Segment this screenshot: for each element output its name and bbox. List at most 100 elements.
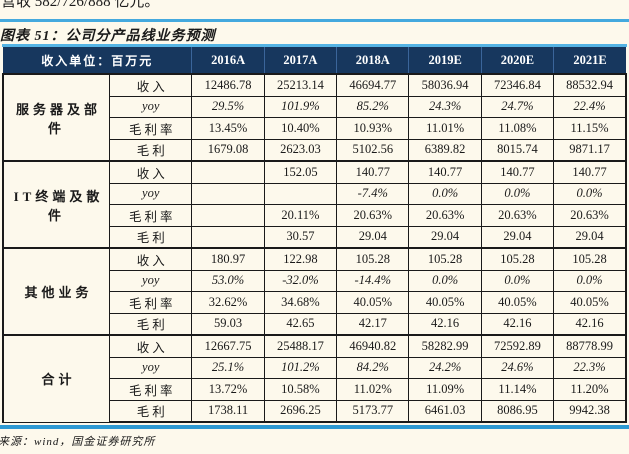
source-note: 来源：wind，国金证券研究所 <box>0 436 156 448</box>
value-cell: 8086.95 <box>480 399 555 423</box>
table-body: 服务器及部件 收入 12486.78 25213.14 46694.77 58036.94… <box>2 73 628 423</box>
table-row: 毛利 59.03 42.65 42.17 42.16 42.16 42.16 <box>3 312 628 336</box>
value-cell: 6461.03 <box>408 399 482 423</box>
group-label: 其他业务 <box>2 247 110 336</box>
value-cell: 0.0% <box>480 269 555 292</box>
value-cell: 29.04 <box>408 225 482 249</box>
section-divider-line <box>0 19 629 22</box>
value-cell: 46694.77 <box>336 73 410 97</box>
value-cell: 180.97 <box>191 247 265 271</box>
table-row: 毛利 1679.08 2623.03 5102.56 6389.82 8015.74 987… <box>3 138 628 162</box>
table-header-row: 收入单位：百万元 2016A 2017A 2018A 2019E 2020E 2021E <box>3 47 626 75</box>
value-cell: 46940.82 <box>336 334 410 358</box>
table-row: IT终端及散件 收入 152.05 140.77 140.77 140.77 140.77 <box>2 160 628 249</box>
year-header: 2021E <box>553 47 626 75</box>
table-row: 毛利率 32.62% 34.68% 40.05% 40.05% 40.05% 40.05% <box>3 291 628 314</box>
value-cell: 2696.25 <box>263 399 338 423</box>
value-cell: 20.11% <box>263 204 338 227</box>
value-cell: 1679.08 <box>191 138 265 162</box>
value-cell: 11.20% <box>553 378 628 401</box>
value-cell: 11.15% <box>553 117 628 140</box>
value-cell: 140.77 <box>553 160 628 184</box>
metric-label: yoy <box>108 269 193 292</box>
value-cell: -7.4% <box>336 182 410 205</box>
value-cell: 5102.56 <box>336 138 410 162</box>
value-cell: 25488.17 <box>263 334 338 358</box>
value-cell: 42.16 <box>480 312 555 336</box>
metric-label: 收入 <box>108 334 193 358</box>
value-cell: 22.3% <box>553 356 628 379</box>
metric-label: 收入 <box>108 160 193 184</box>
value-cell <box>191 160 265 184</box>
value-cell: 42.65 <box>263 312 338 336</box>
value-cell: 13.45% <box>191 117 265 140</box>
value-cell: 0.0% <box>553 269 628 292</box>
metric-label: 毛利 <box>108 312 193 336</box>
value-cell: 42.16 <box>553 312 628 336</box>
value-cell: 12667.75 <box>191 334 265 358</box>
value-cell: 42.16 <box>408 312 482 336</box>
value-cell: 140.77 <box>336 160 410 184</box>
year-header: 2019E <box>408 47 482 75</box>
value-cell: 10.40% <box>263 117 338 140</box>
value-cell: 140.77 <box>480 160 555 184</box>
value-cell: 53.0% <box>191 269 265 292</box>
year-header: 2017A <box>263 47 337 75</box>
table-row: 毛利率 20.11% 20.63% 20.63% 20.63% 20.63% <box>3 204 628 227</box>
value-cell: 105.28 <box>408 247 482 271</box>
value-cell: -32.0% <box>263 269 338 292</box>
value-cell: 0.0% <box>408 269 482 292</box>
metric-label: 毛利率 <box>108 291 193 314</box>
metric-label: 毛利率 <box>108 117 193 140</box>
value-cell: 20.63% <box>408 204 482 227</box>
value-cell: 29.04 <box>553 225 628 249</box>
value-cell <box>191 204 265 227</box>
year-header: 2020E <box>480 47 554 75</box>
value-cell: 11.02% <box>336 378 410 401</box>
value-cell: 10.93% <box>336 117 410 140</box>
value-cell: 88778.99 <box>553 334 628 358</box>
value-cell: 122.98 <box>263 247 338 271</box>
value-cell: 88532.94 <box>553 73 628 97</box>
value-cell: 40.05% <box>408 291 482 314</box>
value-cell: 11.08% <box>480 117 555 140</box>
value-cell: 8015.74 <box>480 138 555 162</box>
value-cell: 152.05 <box>263 160 338 184</box>
value-cell: 2623.03 <box>263 138 338 162</box>
value-cell: 58282.99 <box>408 334 482 358</box>
metric-label: yoy <box>108 356 193 379</box>
value-cell: 10.58% <box>263 378 338 401</box>
value-cell: 12486.78 <box>191 73 265 97</box>
year-header: 2018A <box>336 47 409 75</box>
value-cell: 0.0% <box>408 182 482 205</box>
value-cell: 40.05% <box>336 291 410 314</box>
value-cell: 105.28 <box>336 247 410 271</box>
value-cell: 85.2% <box>336 95 410 118</box>
value-cell: 13.72% <box>191 378 265 401</box>
value-cell: 29.04 <box>480 225 555 249</box>
table-row: 毛利 1738.11 2696.25 5173.77 6461.03 8086.95 994… <box>3 399 628 423</box>
value-cell: 34.68% <box>263 291 338 314</box>
value-cell: 101.9% <box>263 95 338 118</box>
value-cell: -14.4% <box>336 269 410 292</box>
table-row: 服务器及部件 收入 12486.78 25213.14 46694.77 58036.94… <box>2 73 628 162</box>
value-cell: 105.28 <box>553 247 628 271</box>
value-cell: 25.1% <box>191 356 265 379</box>
value-cell: 101.2% <box>263 356 338 379</box>
value-cell: 32.62% <box>191 291 265 314</box>
value-cell: 72592.89 <box>480 334 555 358</box>
value-cell <box>191 225 265 249</box>
table-bottom-line <box>0 425 629 429</box>
value-cell: 20.63% <box>553 204 628 227</box>
value-cell: 140.77 <box>408 160 482 184</box>
value-cell <box>263 182 338 205</box>
metric-label: 毛利 <box>108 399 193 423</box>
value-cell: 72346.84 <box>480 73 555 97</box>
value-cell: 42.17 <box>336 312 410 336</box>
value-cell: 84.2% <box>336 356 410 379</box>
value-cell: 40.05% <box>553 291 628 314</box>
group-label: 合计 <box>2 334 110 423</box>
forecast-table-container: 收入单位：百万元 2016A 2017A 2018A 2019E 2020E 2021E … <box>2 44 628 423</box>
value-cell: 29.5% <box>191 95 265 118</box>
value-cell: 59.03 <box>191 312 265 336</box>
